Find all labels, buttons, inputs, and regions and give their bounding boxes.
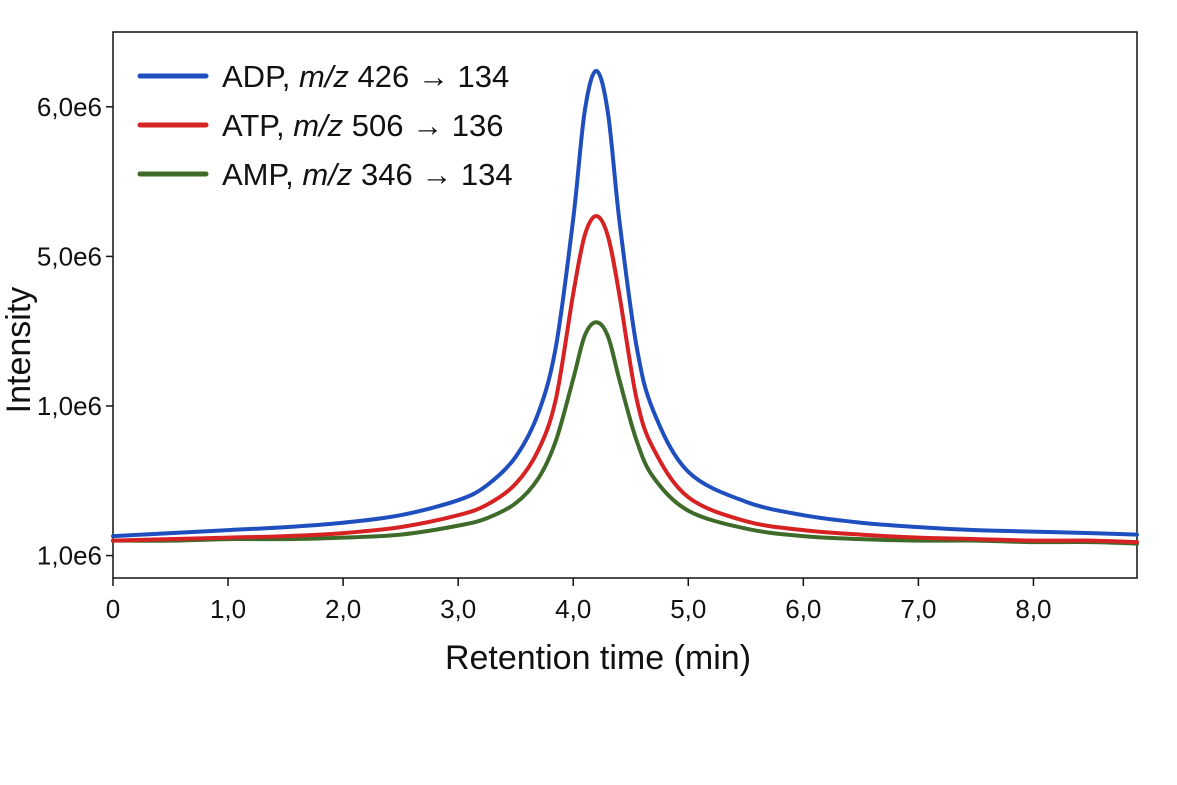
- legend-label-prefix: AMP,: [222, 157, 302, 192]
- legend-label-suffix: 426 → 134: [349, 59, 509, 94]
- legend-label-mz: m/z: [299, 59, 349, 94]
- x-tick-label: 7,0: [900, 594, 936, 624]
- x-tick-label: 2,0: [325, 594, 361, 624]
- x-tick-label: 0: [106, 594, 120, 624]
- legend-label-suffix: 506 → 136: [343, 108, 503, 143]
- legend: ADP, m/z 426 → 134 ATP, m/z 506 → 136 AMP,…: [137, 59, 513, 192]
- legend-entry: ADP, m/z 426 → 134: [222, 59, 509, 94]
- y-tick-label: 5,0e6: [37, 241, 102, 271]
- legend-entry: AMP, m/z 346 → 134: [222, 157, 513, 192]
- y-axis-ticks: 1,0e6 1,0e6 5,0e6 6,0e6: [37, 92, 113, 571]
- x-tick-label: 4,0: [555, 594, 591, 624]
- series-layer: [111, 68, 1139, 546]
- x-axis-ticks: 0 1,0 2,0 3,0 4,0 5,0 6,0 7,0 8,0: [106, 578, 1052, 624]
- x-axis-label: Retention time (min): [445, 639, 751, 677]
- y-tick-label: 6,0e6: [37, 92, 102, 122]
- legend-label-mz: m/z: [293, 108, 343, 143]
- legend-label-suffix: 346 → 134: [352, 157, 512, 192]
- legend-label-prefix: ADP,: [222, 59, 299, 94]
- legend-label-prefix: ATP,: [222, 108, 293, 143]
- y-axis-label: Intensity: [0, 287, 38, 414]
- x-tick-label: 6,0: [785, 594, 821, 624]
- legend-label-mz: m/z: [302, 157, 352, 192]
- x-tick-label: 1,0: [210, 594, 246, 624]
- legend-entry: ATP, m/z 506 → 136: [222, 108, 503, 143]
- series-line-amp: [111, 320, 1139, 546]
- y-tick-label: 1,0e6: [37, 541, 102, 571]
- series-line-atp: [111, 214, 1139, 545]
- x-tick-label: 8,0: [1015, 594, 1051, 624]
- x-tick-label: 5,0: [670, 594, 706, 624]
- plot-frame: [112, 31, 1138, 579]
- series-line-adp: [111, 68, 1139, 539]
- y-tick-label: 1,0e6: [37, 391, 102, 421]
- x-tick-label: 3,0: [440, 594, 476, 624]
